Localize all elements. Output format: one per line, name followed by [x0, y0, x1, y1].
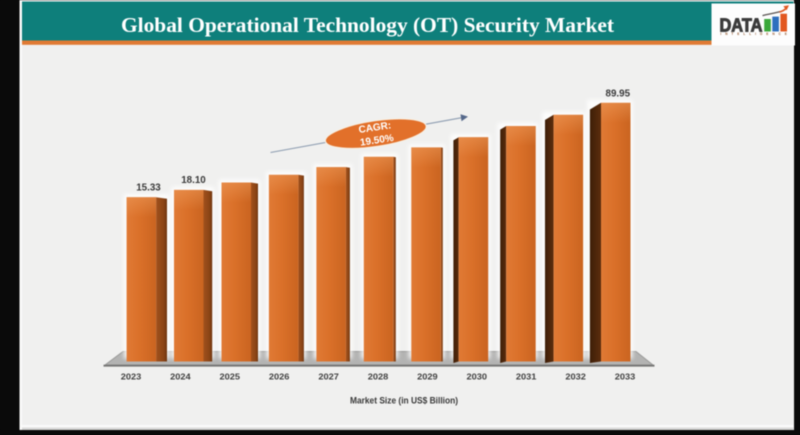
- svg-text:2025: 2025: [220, 371, 241, 381]
- svg-text:Global Operational Technology: Global Operational Technology (OT) Secur…: [121, 13, 615, 37]
- svg-text:2026: 2026: [269, 371, 290, 381]
- svg-text:89.95: 89.95: [606, 88, 631, 99]
- svg-text:2023: 2023: [121, 371, 142, 381]
- svg-text:2031: 2031: [516, 371, 537, 381]
- svg-text:2027: 2027: [318, 371, 339, 381]
- svg-text:DATA: DATA: [720, 16, 763, 36]
- svg-text:2024: 2024: [170, 371, 191, 381]
- svg-text:2032: 2032: [565, 371, 586, 381]
- svg-text:2030: 2030: [467, 371, 488, 381]
- svg-text:15.33: 15.33: [136, 182, 161, 193]
- svg-text:Market Size (in US$ Billion): Market Size (in US$ Billion): [350, 396, 458, 406]
- svg-text:18.10: 18.10: [181, 175, 206, 186]
- svg-text:19.50%: 19.50%: [359, 133, 394, 149]
- svg-text:CAGR:: CAGR:: [358, 120, 392, 136]
- svg-text:2028: 2028: [368, 371, 389, 381]
- svg-text:2033: 2033: [615, 371, 636, 381]
- svg-text:2029: 2029: [417, 371, 438, 381]
